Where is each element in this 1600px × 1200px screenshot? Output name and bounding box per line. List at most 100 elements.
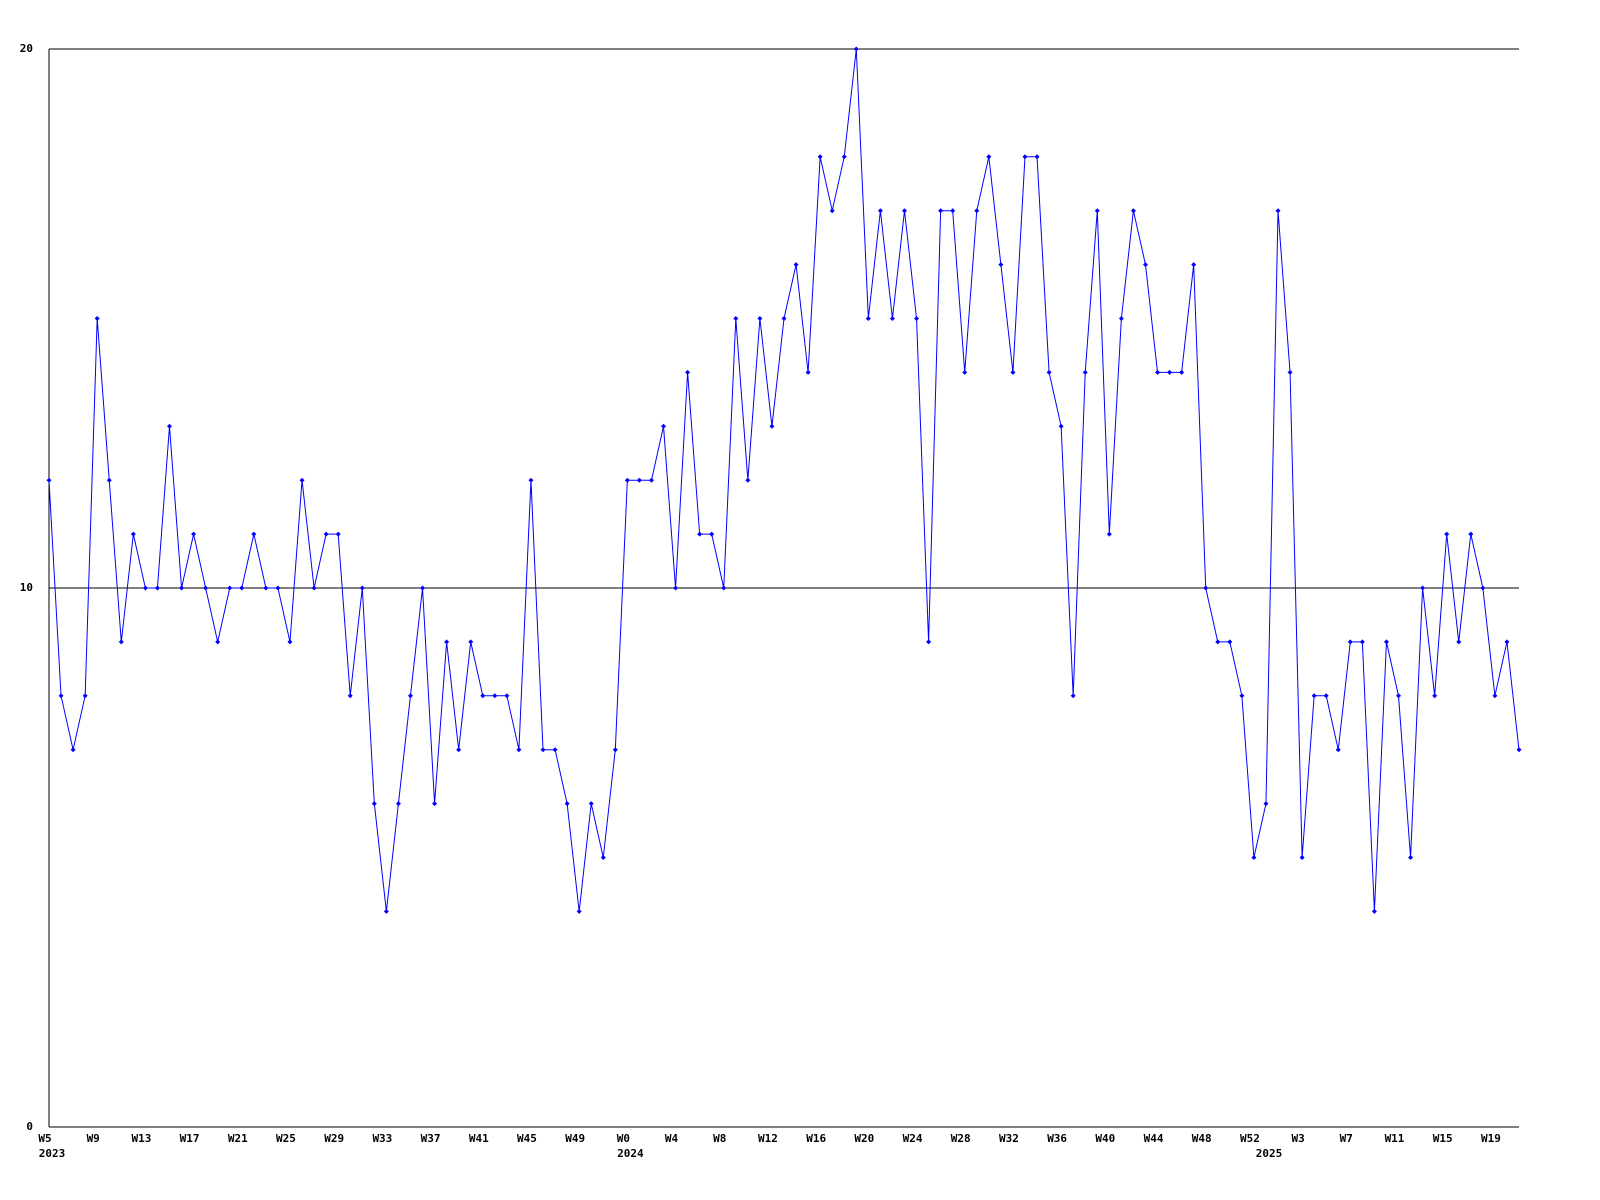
data-point xyxy=(130,531,136,537)
data-point xyxy=(1082,369,1088,375)
data-point xyxy=(889,316,895,321)
data-point xyxy=(588,801,594,807)
data-point xyxy=(661,423,667,429)
data-point xyxy=(745,477,751,483)
data-point xyxy=(769,423,775,429)
data-point xyxy=(154,585,160,591)
data-point xyxy=(1347,639,1353,645)
data-point xyxy=(239,585,245,591)
data-point xyxy=(528,477,534,483)
data-point xyxy=(950,208,956,214)
data-point xyxy=(94,316,100,321)
x-tick-label: W4 xyxy=(665,1132,679,1145)
data-point xyxy=(648,477,654,483)
data-point xyxy=(275,585,281,591)
data-point xyxy=(1396,693,1402,699)
x-tick-label: W21 xyxy=(228,1132,248,1145)
data-point xyxy=(1142,262,1148,268)
x-tick-label: W0 xyxy=(617,1132,630,1145)
data-point xyxy=(1444,531,1450,537)
data-point xyxy=(1492,693,1498,699)
data-point xyxy=(456,747,462,753)
data-point xyxy=(998,262,1004,268)
year-label: 2023 xyxy=(39,1147,66,1160)
x-tick-label: W44 xyxy=(1144,1132,1164,1145)
data-point xyxy=(432,801,438,807)
data-point xyxy=(829,208,835,214)
data-point xyxy=(1468,531,1474,537)
data-point xyxy=(203,585,209,591)
data-point xyxy=(1130,208,1136,214)
data-point xyxy=(371,801,377,807)
data-point xyxy=(1155,369,1161,375)
x-tick-label: W13 xyxy=(131,1132,151,1145)
x-tick-label: W20 xyxy=(854,1132,874,1145)
x-tick-label: W33 xyxy=(372,1132,392,1145)
data-point xyxy=(697,531,703,537)
y-tick-label: 20 xyxy=(20,42,33,55)
x-tick-label: W37 xyxy=(421,1132,441,1145)
data-point xyxy=(1456,639,1462,645)
data-point xyxy=(46,477,52,483)
x-tick-label: W36 xyxy=(1047,1132,1067,1145)
data-point xyxy=(817,154,823,160)
data-point xyxy=(179,585,185,591)
x-tick-label: W25 xyxy=(276,1132,296,1145)
data-point xyxy=(420,585,426,591)
data-point xyxy=(1504,639,1510,645)
data-point xyxy=(986,154,992,160)
data-point xyxy=(1191,262,1197,268)
data-point xyxy=(793,262,799,268)
data-point xyxy=(576,908,582,914)
data-point xyxy=(938,208,944,214)
x-tick-label: W41 xyxy=(469,1132,489,1145)
data-point xyxy=(359,585,365,591)
data-point xyxy=(1420,585,1426,591)
data-point xyxy=(82,693,88,699)
data-point xyxy=(1516,747,1522,753)
year-label: 2025 xyxy=(1256,1147,1283,1160)
year-label: 2024 xyxy=(617,1147,644,1160)
data-point xyxy=(504,693,510,699)
data-point xyxy=(1070,693,1076,699)
x-tick-label: W5 xyxy=(38,1132,51,1145)
data-point xyxy=(468,639,474,645)
x-tick-label: W24 xyxy=(903,1132,923,1145)
data-point xyxy=(299,477,305,483)
data-point xyxy=(1106,531,1112,537)
data-point xyxy=(1263,801,1269,807)
data-point xyxy=(1287,369,1293,375)
x-tick-label: W48 xyxy=(1192,1132,1212,1145)
x-tick-label: W11 xyxy=(1385,1132,1405,1145)
x-tick-label: W52 xyxy=(1240,1132,1260,1145)
data-point xyxy=(1299,855,1305,860)
data-point xyxy=(1058,423,1064,429)
x-tick-label: W8 xyxy=(713,1132,726,1145)
data-point xyxy=(865,316,871,321)
data-point xyxy=(251,531,257,537)
data-point xyxy=(1010,369,1016,375)
data-point xyxy=(673,585,679,591)
data-point xyxy=(552,747,558,753)
data-point xyxy=(805,369,811,375)
data-point xyxy=(166,423,172,429)
data-point xyxy=(853,46,859,52)
data-point xyxy=(612,747,618,753)
data-point xyxy=(1227,639,1233,645)
data-point xyxy=(227,585,233,591)
x-tick-label: W45 xyxy=(517,1132,537,1145)
data-point xyxy=(685,369,691,375)
data-point xyxy=(191,531,197,537)
y-tick-label: 0 xyxy=(26,1120,33,1133)
data-point xyxy=(1408,855,1414,860)
data-point xyxy=(444,639,450,645)
data-point xyxy=(1046,369,1052,375)
data-point xyxy=(564,801,570,807)
data-point xyxy=(636,477,642,483)
data-point xyxy=(1179,369,1185,375)
data-point xyxy=(407,693,413,699)
data-point xyxy=(914,316,920,321)
data-point xyxy=(1251,855,1257,860)
data-point xyxy=(1094,208,1100,214)
data-point xyxy=(926,639,932,645)
